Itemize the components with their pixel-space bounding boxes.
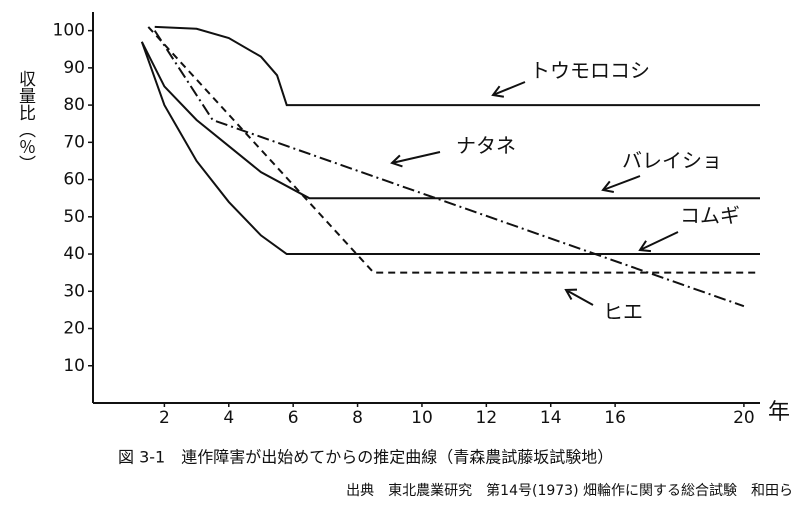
arrow [390,151,441,168]
x-tick-label: 4 [223,408,234,428]
y-tick-label: 30 [63,281,85,301]
x-tick-label: 8 [352,408,363,428]
series-label: ナタネ [456,134,516,158]
y-tick-label: 20 [63,319,85,339]
y-tick-label: 40 [63,244,85,264]
x-tick-label: 20 [733,408,755,428]
x-tick-label: 14 [540,408,562,428]
series-label: ヒエ [603,300,643,324]
y-tick-label: 60 [63,170,85,190]
x-tick-label: 12 [476,408,498,428]
y-tick-label: 100 [53,21,85,41]
series-label: バレイショ [622,149,722,173]
arrow [601,175,641,193]
arrow [564,288,594,306]
y-tick-label: 50 [63,207,85,227]
arrow [491,81,526,98]
series-label: コムギ [680,204,740,228]
series-label: トウモロコシ [530,59,650,83]
y-tick-label: 80 [63,95,85,115]
x-tick-label: 2 [159,408,170,428]
x-tick-label: 10 [411,408,433,428]
caption: 図 3-1 連作障害が出始めてからの推定曲線（青森農試藤坂試験地） [118,448,613,467]
x-tick-label: 16 [604,408,626,428]
x-axis-label: 年 [768,400,790,425]
series-line [140,41,760,256]
series-line [140,41,760,200]
series-line [154,25,760,107]
y-tick-label: 70 [63,132,85,152]
x-tick-label: 6 [288,408,299,428]
source: 出典 東北農業研究 第14号(1973) 畑輪作に関する総合試験 和田ら [346,482,793,499]
series-line [147,26,760,274]
y-axis-label: 収量比（％） [15,70,36,172]
y-tick-label: 10 [63,356,85,376]
arrow [638,231,679,253]
y-tick-label: 90 [63,58,85,78]
